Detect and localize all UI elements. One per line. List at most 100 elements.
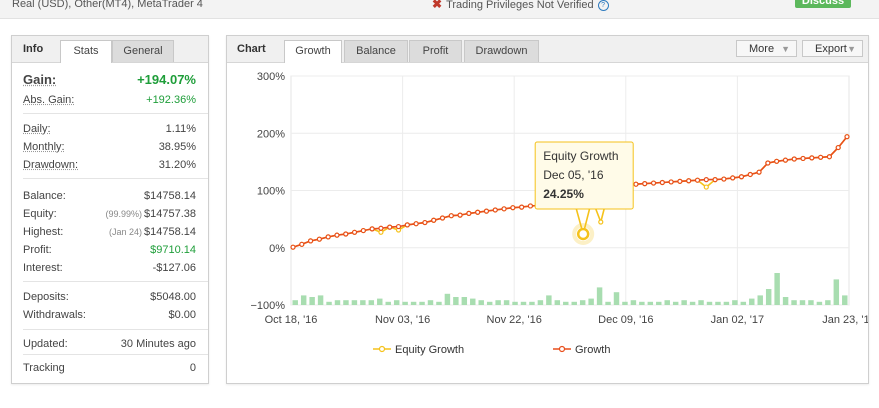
tab-profit[interactable]: Profit: [409, 40, 462, 62]
account-header-bar: Real (USD), Other(MT4), MetaTrader 4 ✖ Tr…: [0, 0, 879, 19]
x-tick-label: Dec 09, '16: [598, 314, 653, 326]
volume-bar: [470, 298, 476, 305]
divider: [23, 329, 208, 330]
growth-point: [782, 157, 789, 163]
volume-bar: [486, 301, 493, 305]
volume-bar: [309, 297, 315, 305]
growth-point: [316, 236, 322, 242]
equity-row: Equity: (99.99%) $14757.38: [23, 205, 196, 223]
updated-row: Updated: 30 Minutes ago: [23, 335, 196, 353]
export-dropdown[interactable]: Export ▼: [802, 40, 863, 57]
info-panel-header: Info Stats General: [12, 36, 208, 63]
tab-balance[interactable]: Balance: [344, 40, 408, 62]
tab-info[interactable]: Info: [23, 43, 44, 55]
profit-value: $9710.14: [150, 244, 196, 256]
growth-point: [290, 244, 296, 250]
deposits-row: Deposits: $5048.00: [23, 288, 196, 306]
growth-point: [475, 209, 481, 215]
volume-bar: [622, 301, 628, 305]
discuss-button[interactable]: Discuss: [795, 0, 851, 8]
volume-bar: [537, 300, 544, 305]
x-tick-label: Jan 02, '17: [711, 314, 764, 326]
highest-row: Highest: (Jan 24) $14758.14: [23, 223, 196, 241]
monthly-label[interactable]: Monthly:: [23, 141, 65, 153]
tooltip: [534, 141, 634, 210]
volume-bar: [360, 300, 366, 305]
updated-value: 30 Minutes ago: [120, 338, 196, 350]
tab-drawdown[interactable]: Drawdown: [464, 40, 539, 62]
growth-point: [492, 207, 498, 213]
balance-label: Balance:: [23, 190, 66, 202]
privileges-status: ✖ Trading Privileges Not Verified?: [432, 0, 609, 11]
volume-bar: [757, 295, 763, 305]
chart-label: Chart: [237, 43, 266, 55]
volume-bar: [681, 300, 687, 305]
growth-chart[interactable]: Oct 18, '16 Nov 03, '16 Nov 22, '16 Dec 09,…: [227, 63, 868, 383]
help-icon[interactable]: ?: [597, 0, 609, 11]
growth-point: [378, 225, 384, 231]
monthly-value: 38.95%: [158, 141, 196, 153]
equity-growth-point: [378, 229, 384, 235]
tooltip-title: Equity Growth: [543, 149, 618, 163]
growth-point: [387, 224, 393, 230]
tab-stats[interactable]: Stats: [60, 40, 112, 63]
volume-bar: [402, 301, 408, 305]
abs-gain-label[interactable]: Abs. Gain:: [23, 94, 75, 106]
x-tick-label: Oct 18, '16: [265, 314, 318, 326]
more-dropdown[interactable]: More ▼: [736, 40, 797, 57]
growth-point: [369, 226, 375, 232]
growth-point: [343, 231, 349, 237]
growth-point: [791, 156, 797, 162]
equity-label: Equity:: [23, 208, 57, 220]
volume-bar: [715, 301, 721, 305]
tab-general[interactable]: General: [112, 40, 174, 62]
growth-point: [800, 155, 806, 162]
volume-bar: [444, 293, 451, 305]
tooltip-date: Dec 05, '16: [543, 168, 604, 182]
equity-value: (99.99%) $14757.38: [105, 208, 196, 220]
growth-point: [730, 175, 736, 181]
volume-bar: [647, 301, 654, 305]
abs-gain-row: Abs. Gain: +192.36%: [23, 91, 196, 109]
growth-point: [633, 181, 639, 187]
volume-bar: [630, 300, 637, 305]
growth-point: [527, 203, 534, 209]
growth-point: [334, 232, 340, 238]
volume-bar: [385, 301, 391, 305]
withdrawals-value: $0.00: [168, 309, 196, 321]
volume-bar: [343, 300, 349, 305]
y-tick-label: −100%: [250, 300, 285, 312]
volume-bar: [825, 300, 831, 305]
x-tick-label: Nov 22, '16: [487, 314, 542, 326]
tab-growth[interactable]: Growth: [284, 40, 342, 63]
volume-bar: [571, 301, 577, 305]
gain-label[interactable]: Gain:: [23, 72, 57, 87]
growth-point: [844, 134, 850, 140]
highlight-point: [576, 227, 590, 241]
growth-point: [431, 217, 437, 223]
chevron-down-icon: ▼: [847, 44, 856, 54]
interest-label: Interest:: [23, 262, 63, 274]
growth-point: [721, 176, 727, 182]
daily-label[interactable]: Daily:: [23, 123, 51, 135]
more-label: More: [749, 43, 775, 55]
growth-point: [835, 144, 841, 151]
balance-row: Balance: $14758.14: [23, 187, 196, 205]
legend-growth-marker: [558, 345, 566, 353]
growth-point: [774, 158, 780, 164]
legend-equity-label: Equity Growth: [395, 344, 464, 356]
growth-point: [668, 179, 674, 185]
volume-bar: [689, 301, 696, 305]
volume-bar: [774, 273, 780, 305]
drawdown-label[interactable]: Drawdown:: [23, 159, 79, 171]
volume-bar: [377, 298, 383, 305]
info-panel: Info Stats General Gain: +194.07% Abs. G…: [11, 35, 209, 384]
divider: [23, 113, 208, 114]
export-label: Export: [815, 43, 847, 55]
volume-bar: [740, 301, 747, 305]
volume-bar: [842, 295, 848, 305]
growth-point: [439, 215, 446, 221]
highest-amount: $14758.14: [144, 226, 196, 238]
volume-bar: [292, 300, 298, 305]
tracking-row: Tracking 0: [23, 359, 196, 377]
